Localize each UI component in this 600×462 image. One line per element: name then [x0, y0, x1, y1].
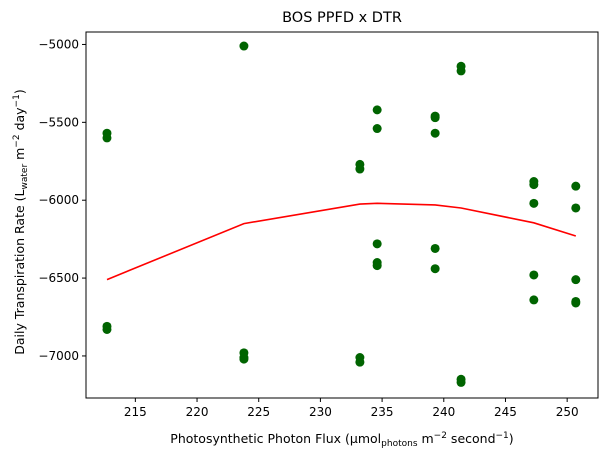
- data-point: [430, 113, 440, 123]
- data-point: [571, 203, 581, 213]
- x-axis: 215 220 225 230 235 240 245 250: [124, 398, 579, 419]
- data-point: [529, 180, 539, 190]
- x-tick-label: 215: [124, 405, 147, 419]
- data-point: [456, 377, 466, 387]
- x-tick-label: 235: [371, 405, 394, 419]
- data-point: [430, 128, 440, 138]
- x-tick-label: 230: [309, 405, 332, 419]
- data-point: [239, 41, 249, 51]
- data-point: [571, 298, 581, 308]
- x-tick-label: 220: [186, 405, 209, 419]
- y-tick-label: −5000: [38, 37, 79, 51]
- x-tick-label: 225: [247, 405, 270, 419]
- data-point: [102, 133, 112, 143]
- y-tick-label: −6500: [38, 271, 79, 285]
- y-tick-label: −5500: [38, 115, 79, 129]
- data-point: [372, 124, 382, 134]
- data-point: [456, 66, 466, 76]
- data-point: [430, 243, 440, 253]
- x-tick-label: 245: [494, 405, 517, 419]
- data-point: [529, 198, 539, 208]
- data-point: [372, 261, 382, 271]
- y-tick-label: −6000: [38, 193, 79, 207]
- fit-line: [106, 202, 577, 281]
- x-axis-label: Photosynthetic Photon Flux (µmolphotons …: [170, 431, 513, 449]
- plot-frame: [85, 31, 599, 399]
- data-point: [355, 357, 365, 367]
- x-tick-label: 240: [432, 405, 455, 419]
- data-point: [355, 164, 365, 174]
- data-point: [372, 239, 382, 249]
- y-axis-label: Daily Transpiration Rate (Lwater m−2 day…: [12, 89, 30, 354]
- y-tick-label: −7000: [38, 349, 79, 363]
- data-point: [529, 270, 539, 280]
- data-point: [571, 181, 581, 191]
- data-point: [571, 275, 581, 285]
- x-tick-label: 250: [556, 405, 579, 419]
- data-point: [430, 264, 440, 274]
- data-point: [102, 324, 112, 334]
- chart-title: BOS PPFD x DTR: [282, 10, 402, 26]
- y-axis: −7000 −6500 −6000 −5500 −5000: [38, 37, 86, 363]
- plot-area: [102, 41, 581, 387]
- data-point: [372, 105, 382, 115]
- data-point: [239, 354, 249, 364]
- data-point: [529, 295, 539, 305]
